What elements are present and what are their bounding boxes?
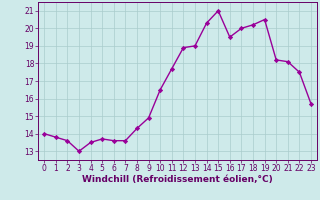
X-axis label: Windchill (Refroidissement éolien,°C): Windchill (Refroidissement éolien,°C) <box>82 175 273 184</box>
